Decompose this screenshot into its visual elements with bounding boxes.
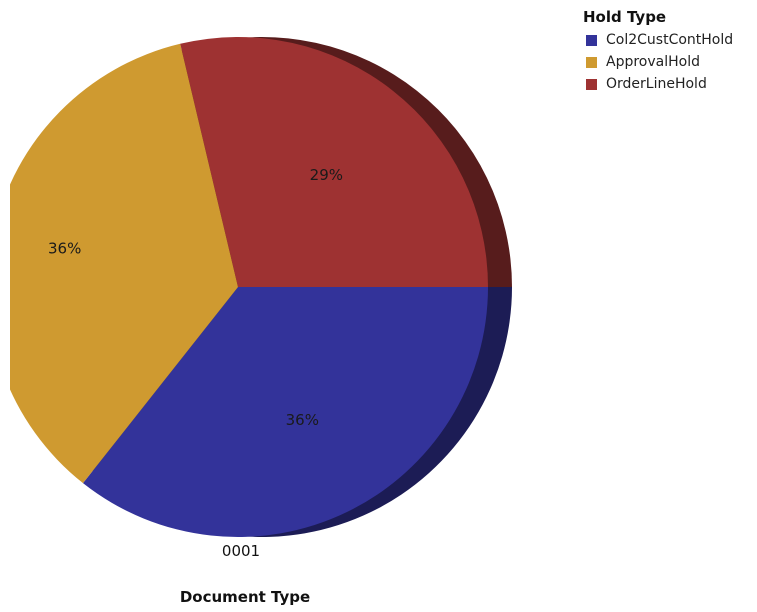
legend-item-approvalhold: ApprovalHold: [583, 51, 733, 73]
pie-group: [10, 37, 512, 538]
pie-data-label-orderlinehold: 29%: [310, 166, 343, 184]
legend-swatch-col2custconthold: [586, 34, 597, 46]
legend-item-orderlinehold: OrderLineHold: [583, 73, 733, 95]
legend-label-orderlinehold: OrderLineHold: [606, 76, 707, 92]
pie-slice-orderlinehold: [180, 37, 488, 287]
legend-label-col2custconthold: Col2CustContHold: [606, 32, 734, 48]
x-axis-title: Document Type: [179, 588, 311, 606]
legend-swatch-approvalhold: [586, 56, 597, 68]
pie-slice-col2custconthold: [82, 287, 488, 538]
legend: Hold Type Col2CustContHold ApprovalHold …: [583, 8, 733, 95]
pie-slice-approvalhold: [10, 43, 238, 484]
legend-title: Hold Type: [583, 8, 667, 26]
pie-data-label-approvalhold: 36%: [48, 240, 81, 258]
pie-data-label-col2custconthold: 36%: [286, 411, 319, 429]
legend-swatch-orderlinehold: [586, 78, 597, 90]
category-label: 0001: [221, 542, 261, 560]
legend-item-col2custconthold: Col2CustContHold: [583, 29, 733, 51]
legend-label-approvalhold: ApprovalHold: [606, 54, 700, 70]
